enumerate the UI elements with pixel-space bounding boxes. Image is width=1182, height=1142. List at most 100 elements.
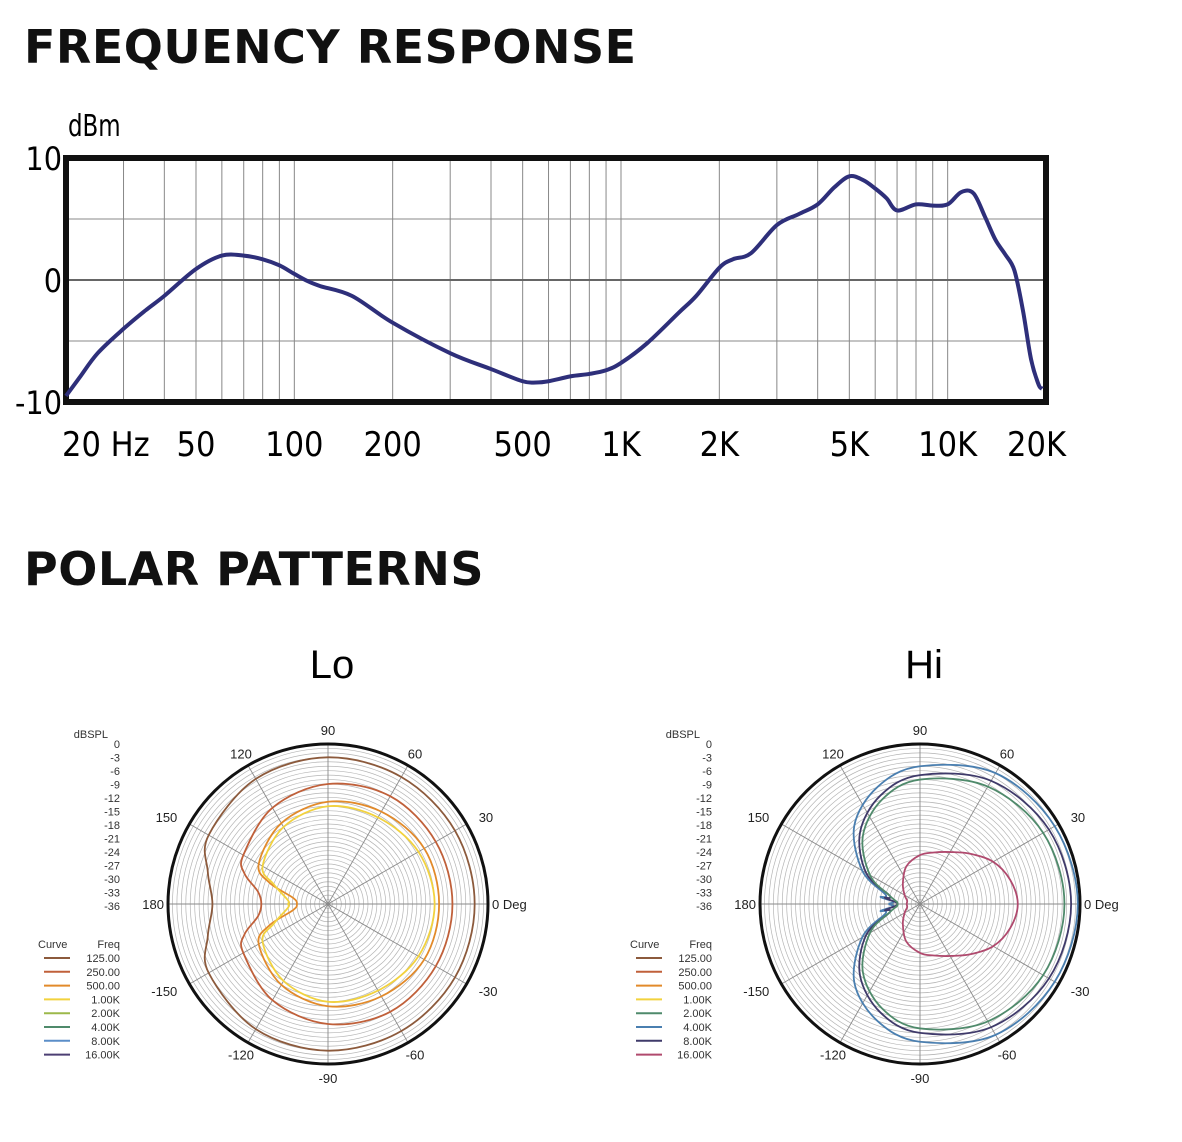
polar-lo-r-tick-label: -21: [104, 834, 120, 846]
polar-lo-r-tick-label: -15: [104, 807, 120, 819]
polar-hi-grid: [760, 744, 1080, 1064]
polar-hi-angle-label: -30: [1071, 984, 1090, 999]
polar-hi-angle-label: 150: [748, 810, 770, 825]
polar-hi-title: Hi: [905, 643, 943, 687]
polar-lo-r-tick-label: -18: [104, 820, 120, 832]
polar-hi-angle-label: 90: [913, 723, 927, 738]
fr-x-tick-label: 20 Hz: [62, 425, 150, 465]
polar-lo-angle-label: -30: [479, 984, 498, 999]
polar-hi-r-tick-label: -3: [702, 753, 712, 765]
polar-lo-r-axis-label: dBSPL: [74, 729, 108, 741]
polar-hi-r-tick-label: -30: [696, 874, 712, 886]
fr-y-tick-label: 10: [25, 140, 62, 178]
polar-lo-angle-label: -90: [319, 1071, 338, 1086]
fr-y-tick-label: 0: [44, 262, 62, 300]
polar-hi-r-tick-label: -15: [696, 807, 712, 819]
polar-hi-angle-label: 30: [1071, 810, 1085, 825]
polar-lo-r-tick-label: -3: [110, 753, 120, 765]
polar-lo-angle-label: 150: [156, 810, 178, 825]
polar-lo-legend-item: 250.00: [86, 967, 120, 979]
polar-hi-angle-label: 180: [734, 897, 756, 912]
polar-hi-angle-label: -150: [743, 984, 769, 999]
polar-lo-angle-label: 0 Deg: [492, 897, 527, 912]
fr-x-tick-label: 10K: [918, 425, 978, 465]
polar-hi-legend-item: 250.00: [678, 967, 712, 979]
polar-hi-grid-spoke: [781, 823, 1059, 985]
polar-lo-r-tick-label: -30: [104, 874, 120, 886]
polar-hi-r-tick-label: -9: [702, 780, 712, 792]
polar-lo-r-tick-label: -33: [104, 888, 120, 900]
polar-lo-angle-label: 120: [230, 746, 252, 761]
polar-lo-legend-curve-header: Curve: [38, 939, 67, 951]
polar-hi-r-tick-label: -24: [696, 847, 712, 859]
polar-chart-hi-svg: Hi0 Deg306090120150180-150-120-90-60-30d…: [630, 643, 1119, 1086]
polar-lo-title: Lo: [310, 643, 355, 687]
polar-lo-legend-item: 8.00K: [91, 1036, 120, 1048]
fr-x-tick-label: 1K: [601, 425, 641, 465]
polar-lo-curve: [257, 800, 441, 1008]
polar-hi-angle-label: -90: [911, 1071, 930, 1086]
polar-hi-legend-freq-header: Freq: [689, 939, 712, 951]
polar-lo-r-tick-label: -12: [104, 793, 120, 805]
polar-lo-legend-item: 125.00: [86, 953, 120, 965]
polar-lo-angle-label: 180: [142, 897, 164, 912]
fr-x-tick-label: 100: [265, 425, 323, 465]
fr-x-tick-label: 200: [363, 425, 421, 465]
polar-hi-curve: [901, 851, 1019, 957]
polar-lo-r-tick-label: -6: [110, 766, 120, 778]
polar-hi-legend-item: 8.00K: [683, 1036, 712, 1048]
polar-lo-r-tick-label: -24: [104, 847, 120, 859]
polar-lo-r-tick-label: -9: [110, 780, 120, 792]
fr-x-tick-label: 20K: [1007, 425, 1067, 465]
polar-hi-angle-label: -60: [998, 1048, 1017, 1063]
polar-lo-curve: [203, 756, 476, 1052]
polar-lo-outer-ring: [166, 742, 490, 1066]
polar-patterns-heading: POLAR PATTERNS: [24, 542, 484, 596]
polar-hi-legend-item: 1.00K: [683, 994, 712, 1006]
polar-hi-angle-label: 60: [1000, 746, 1014, 761]
polar-lo-curve: [240, 782, 454, 1026]
polar-lo-angle-label: -60: [406, 1048, 425, 1063]
polar-lo-angle-label: 60: [408, 746, 422, 761]
polar-chart-lo: Lo 0 Deg 30 60 90 120 150 180 -150 -120 -90 -60 -30 d…: [0, 630, 560, 1100]
polar-hi-r-tick-label: -27: [696, 861, 712, 873]
polar-hi-r-tick-label: 0: [706, 739, 712, 751]
polar-lo-grid-spoke: [189, 823, 467, 985]
fr-response-curve: [64, 174, 1044, 398]
polar-lo-angle-label: 90: [321, 723, 335, 738]
polar-lo-legend-item: 2.00K: [91, 1008, 120, 1020]
polar-hi-legend-item: 500.00: [678, 981, 712, 993]
polar-hi-curve: [861, 777, 1066, 1031]
fr-grid: [66, 158, 1046, 402]
polar-hi-angle-label: 0 Deg: [1084, 897, 1119, 912]
polar-hi-r-axis-label: dBSPL: [666, 729, 700, 741]
polar-chart-lo-svg: Lo0 Deg306090120150180-150-120-90-60-30d…: [38, 643, 527, 1086]
polar-lo-legend-item: 4.00K: [91, 1022, 120, 1034]
polar-hi-legend-item: 4.00K: [683, 1022, 712, 1034]
polar-lo-angle-label: 30: [479, 810, 493, 825]
polar-lo-legend-item: 16.00K: [85, 1050, 121, 1062]
polar-hi-r-tick-label: -33: [696, 888, 712, 900]
polar-lo-legend-item: 1.00K: [91, 994, 120, 1006]
polar-hi-angle-label: 120: [822, 746, 844, 761]
polar-lo-legend-freq-header: Freq: [97, 939, 120, 951]
polar-lo-angle-label: -150: [151, 984, 177, 999]
fr-x-tick-label: 5K: [830, 425, 870, 465]
polar-hi-r-tick-label: -18: [696, 820, 712, 832]
polar-hi-legend-item: 2.00K: [683, 1008, 712, 1020]
polar-lo-legend-item: 500.00: [86, 981, 120, 993]
polar-lo-r-tick-label: -27: [104, 861, 120, 873]
polar-hi-r-tick-label: -6: [702, 766, 712, 778]
polar-lo-r-tick-label: 0: [114, 739, 120, 751]
polar-hi-curve: [852, 763, 1079, 1045]
fr-y-tick-label: -10: [15, 384, 62, 422]
fr-x-tick-label: 50: [177, 425, 216, 465]
polar-hi-legend-item: 125.00: [678, 953, 712, 965]
polar-lo-r-tick-label: -36: [104, 901, 120, 913]
polar-lo-grid: [168, 744, 488, 1064]
polar-lo-angle-label: -120: [228, 1048, 254, 1063]
polar-hi-legend-curve-header: Curve: [630, 939, 659, 951]
polar-lo-curve: [261, 805, 436, 1003]
fr-y-axis-label: dBm: [68, 108, 121, 144]
